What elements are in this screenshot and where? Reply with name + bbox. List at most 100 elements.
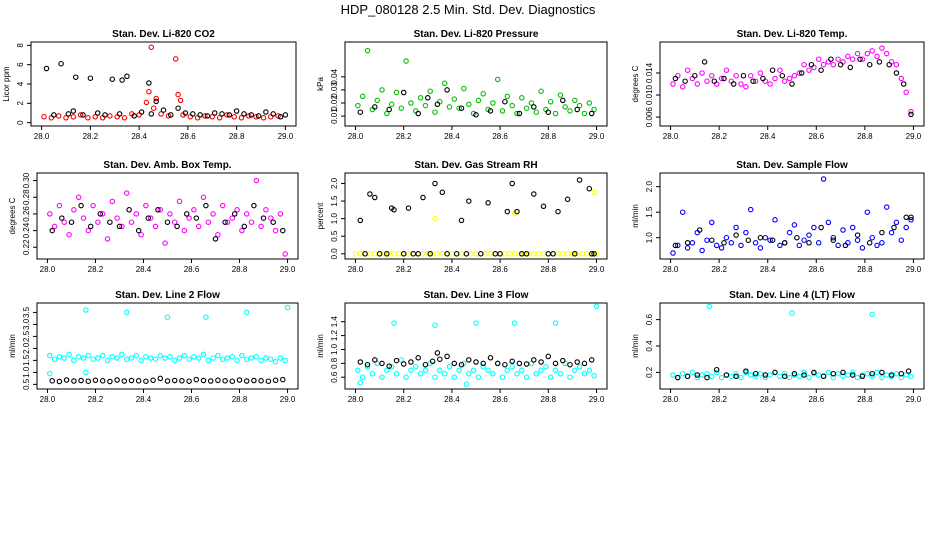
data-point — [854, 50, 861, 57]
data-point — [277, 355, 284, 361]
data-point — [533, 371, 540, 377]
data-point — [567, 108, 573, 114]
data-point — [908, 108, 914, 115]
data-point — [119, 351, 125, 358]
data-point — [591, 189, 597, 196]
data-point — [138, 357, 144, 364]
data-point — [704, 374, 710, 381]
data-point — [757, 245, 764, 251]
y-tick-label: 0.4 — [645, 340, 654, 352]
data-point — [437, 356, 443, 362]
data-point — [869, 373, 875, 380]
data-point — [131, 113, 137, 119]
data-point — [531, 357, 537, 363]
data-point — [104, 236, 111, 242]
data-point — [439, 251, 446, 257]
y-tick-label: 0.2 — [645, 366, 654, 378]
data-point — [181, 227, 188, 234]
y-tick-label: 0.30 — [22, 172, 31, 188]
y-tick-label: 3.5 — [22, 306, 31, 318]
data-point — [152, 356, 159, 362]
data-point — [56, 378, 63, 385]
data-point — [97, 211, 104, 217]
data-point — [711, 78, 718, 84]
data-point — [820, 373, 827, 380]
y-axis-label: degrees C — [8, 197, 17, 234]
data-point — [849, 369, 856, 376]
data-point — [229, 378, 236, 384]
data-point — [905, 368, 912, 374]
data-point — [801, 61, 807, 68]
data-point — [175, 91, 181, 98]
data-point — [357, 359, 364, 365]
data-point — [147, 215, 154, 221]
data-point — [762, 234, 769, 241]
data-point — [538, 359, 544, 365]
data-point — [562, 104, 568, 110]
data-point — [123, 190, 130, 196]
x-tick-label: 28.2 — [396, 395, 412, 404]
data-point — [444, 353, 450, 360]
data-point — [119, 223, 125, 230]
data-point — [709, 72, 715, 79]
data-point — [786, 374, 793, 381]
data-point — [801, 372, 807, 378]
data-point — [403, 374, 409, 380]
data-point — [723, 372, 730, 378]
data-point — [128, 377, 135, 384]
y-tick-label: 1.5 — [330, 195, 339, 207]
data-point — [564, 196, 571, 203]
data-point — [738, 81, 744, 87]
data-point — [191, 207, 197, 213]
y-tick-label: 1.5 — [645, 206, 654, 218]
data-point — [738, 242, 744, 249]
data-point — [762, 372, 769, 378]
data-point — [825, 59, 832, 65]
data-point — [393, 371, 400, 377]
data-point — [818, 67, 824, 73]
data-point — [545, 353, 552, 360]
data-point — [451, 374, 458, 380]
y-tick-label: 2.0 — [645, 181, 654, 193]
x-tick-label: 28.0 — [348, 132, 364, 141]
series-secondary — [672, 214, 914, 249]
data-point — [183, 211, 190, 217]
data-point — [485, 367, 491, 374]
data-point — [883, 204, 890, 210]
data-point — [268, 215, 274, 221]
data-point — [497, 251, 503, 257]
data-point — [588, 251, 595, 257]
y-tick-label: 0.8 — [330, 357, 339, 369]
y-tick-label: 1.0 — [645, 232, 654, 244]
data-point — [87, 75, 94, 81]
data-point — [581, 371, 588, 377]
data-point — [721, 75, 727, 82]
data-point — [572, 367, 578, 374]
data-point — [752, 370, 759, 377]
data-point — [70, 114, 77, 120]
data-point — [114, 355, 120, 361]
data-point — [538, 367, 544, 374]
data-point — [200, 377, 207, 384]
data-point — [745, 237, 752, 243]
data-point — [229, 215, 236, 221]
data-point — [391, 320, 397, 326]
data-point — [713, 369, 720, 376]
data-point — [519, 367, 525, 374]
data-point — [109, 76, 116, 82]
data-point — [504, 208, 511, 215]
data-point — [231, 211, 238, 217]
data-point — [224, 355, 231, 361]
data-point — [155, 207, 161, 213]
data-point — [372, 194, 378, 201]
data-point — [694, 372, 701, 378]
y-tick-label: 1.0 — [330, 213, 339, 225]
data-point — [388, 364, 395, 370]
data-point — [757, 234, 764, 241]
y-tick-label: 6 — [16, 62, 25, 67]
series-secondary — [49, 375, 286, 385]
data-point — [417, 95, 424, 101]
data-point — [372, 357, 378, 363]
data-point — [355, 102, 361, 109]
data-point — [148, 44, 155, 51]
